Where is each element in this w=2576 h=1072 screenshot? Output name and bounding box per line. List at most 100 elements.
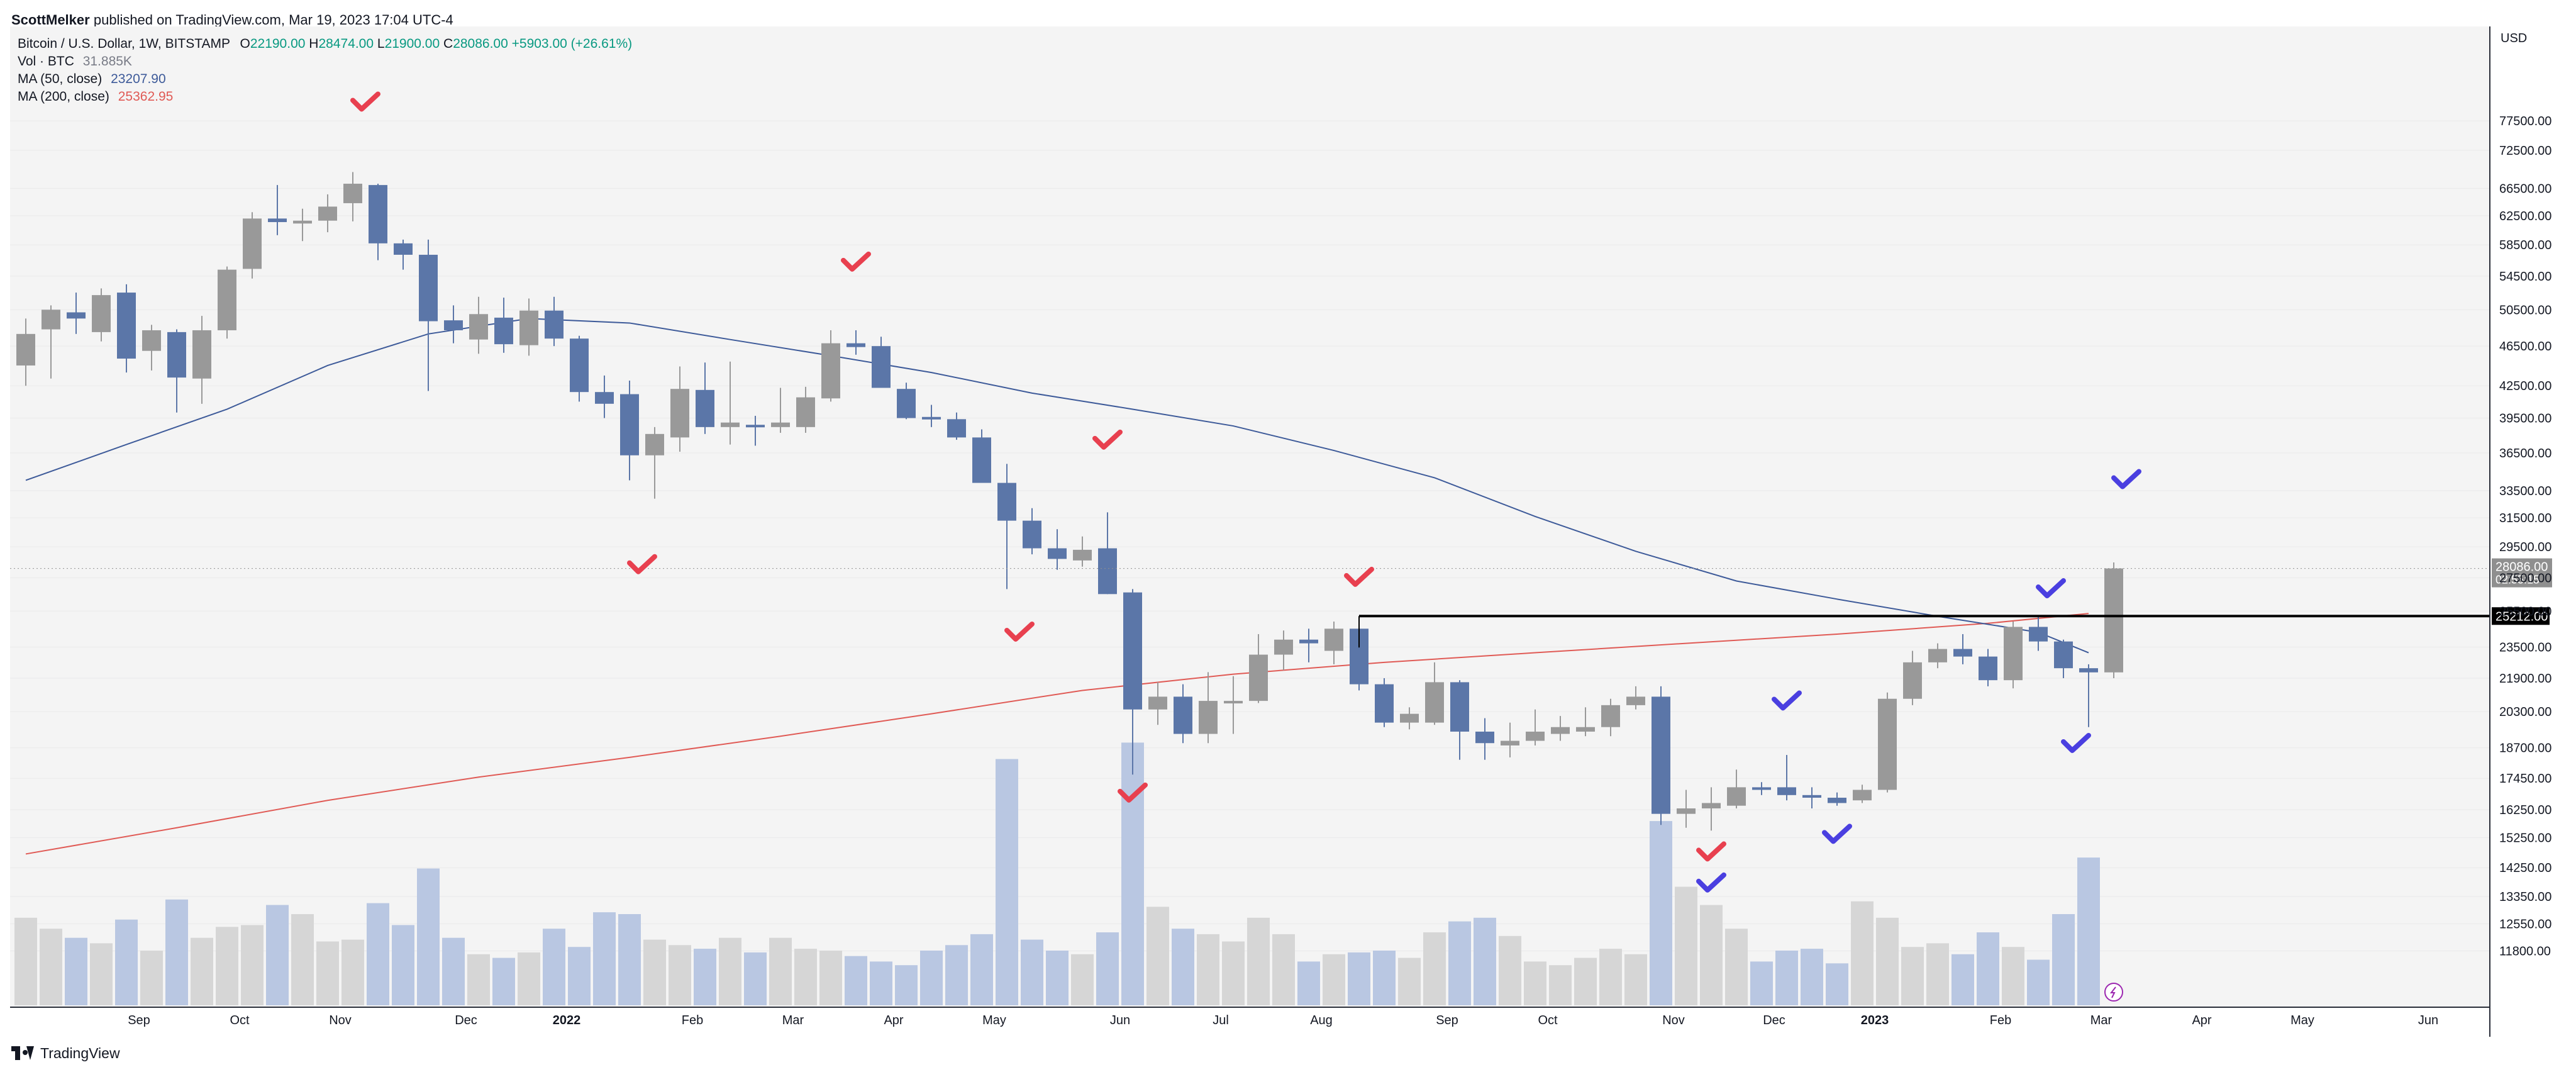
ma200-legend[interactable]: MA (200, close) 25362.95 bbox=[18, 88, 173, 106]
ma50-legend[interactable]: MA (50, close) 23207.90 bbox=[18, 70, 166, 88]
price-gridlines bbox=[10, 120, 2489, 951]
volume-bar bbox=[643, 939, 666, 1005]
candle-body bbox=[696, 389, 714, 427]
volume-bar bbox=[996, 759, 1018, 1005]
candle-body bbox=[16, 333, 35, 366]
x-tick-label: Jun bbox=[1110, 1013, 1130, 1027]
volume-bar bbox=[593, 912, 616, 1005]
candle-body bbox=[1677, 808, 1696, 814]
y-tick-label: 36500.00 bbox=[2499, 447, 2551, 461]
candle-body bbox=[872, 346, 891, 388]
candle-body bbox=[2079, 668, 2098, 673]
volume-bar bbox=[1977, 932, 1999, 1005]
candle-body bbox=[1148, 696, 1167, 710]
ohlc-close-label: C bbox=[443, 36, 453, 51]
volume-bar bbox=[1021, 939, 1043, 1005]
candle-body bbox=[519, 310, 538, 345]
volume-bar bbox=[140, 951, 163, 1005]
volume-bar bbox=[1750, 961, 1773, 1005]
candle-body bbox=[343, 184, 362, 203]
x-tick-label: Sep bbox=[128, 1013, 150, 1027]
footer-brand[interactable]: TradingView bbox=[11, 1042, 120, 1064]
y-tick-label: 14250.00 bbox=[2499, 861, 2551, 875]
candlesticks bbox=[16, 172, 2123, 831]
volume-bar bbox=[392, 925, 414, 1005]
volume-bar bbox=[1901, 947, 1924, 1005]
currency-label[interactable]: USD bbox=[2501, 31, 2528, 45]
candle-body bbox=[1576, 727, 1595, 732]
brand-name: TradingView bbox=[40, 1044, 120, 1061]
volume-bar bbox=[1549, 965, 1572, 1005]
volume-bar bbox=[1222, 941, 1245, 1005]
ma50-value: 23207.90 bbox=[111, 72, 166, 86]
level-price-label: 25212.00 bbox=[2496, 610, 2548, 623]
last-price-countdown: 02:55:15 bbox=[2496, 574, 2540, 586]
volume-bar bbox=[341, 939, 364, 1005]
candle-body bbox=[1551, 727, 1570, 734]
ohlc-low-label: L bbox=[377, 36, 385, 51]
volume-bar bbox=[90, 943, 113, 1005]
ohlc-high-label: H bbox=[309, 36, 319, 51]
ma200-line-group bbox=[25, 613, 2089, 855]
volume-bar bbox=[1951, 954, 1974, 1005]
ohlc-open-value: 22190.00 bbox=[250, 36, 306, 51]
y-tick-label: 17450.00 bbox=[2499, 772, 2551, 786]
red-check-mark-icon bbox=[1004, 621, 1035, 642]
candle-body bbox=[1249, 654, 1268, 701]
y-tick-label: 39500.00 bbox=[2499, 412, 2551, 426]
volume-bar bbox=[819, 951, 842, 1005]
volume-bar bbox=[1121, 742, 1144, 1005]
candle-body bbox=[1652, 696, 1670, 814]
volume-bar bbox=[241, 925, 264, 1005]
volume-bar bbox=[618, 914, 641, 1005]
author-name[interactable]: ScottMelker bbox=[11, 12, 90, 28]
y-tick-label: 72500.00 bbox=[2499, 144, 2551, 158]
volume-bar bbox=[40, 929, 62, 1005]
volume-bar bbox=[1524, 961, 1546, 1005]
candle-body bbox=[1828, 798, 1846, 803]
candle-body bbox=[1299, 639, 1318, 644]
red-check-mark-icon bbox=[1696, 841, 1726, 862]
candle-body bbox=[394, 243, 413, 255]
candle-body bbox=[1048, 548, 1067, 559]
candle-body bbox=[1224, 701, 1243, 704]
x-tick-label: 2023 bbox=[1861, 1013, 1889, 1027]
volume-bar bbox=[14, 917, 37, 1005]
volume-bar bbox=[1398, 958, 1421, 1005]
candle-body bbox=[1324, 628, 1343, 651]
candle-body bbox=[645, 433, 664, 455]
candle-body bbox=[2029, 627, 2048, 642]
x-tick-label: Feb bbox=[682, 1013, 703, 1027]
volume-legend[interactable]: Vol · BTC 31.885K bbox=[18, 53, 132, 70]
candle-body bbox=[1727, 787, 1746, 806]
volume-bar bbox=[191, 937, 213, 1005]
candle-body bbox=[243, 218, 262, 269]
candle-body bbox=[1073, 549, 1092, 561]
candle-body bbox=[1601, 705, 1620, 727]
volume-bar bbox=[794, 949, 817, 1005]
y-tick-label: 31500.00 bbox=[2499, 511, 2551, 525]
red-check-mark-icon bbox=[627, 554, 657, 574]
y-tick-label: 42500.00 bbox=[2499, 379, 2551, 393]
time-axis-divider bbox=[10, 1007, 2490, 1008]
symbol-title[interactable]: Bitcoin / U.S. Dollar, 1W, BITSTAMP bbox=[18, 36, 230, 51]
candle-body bbox=[1123, 592, 1142, 710]
volume-bar bbox=[2027, 959, 2050, 1005]
candle-body bbox=[1475, 731, 1494, 744]
volume-bar bbox=[442, 937, 465, 1005]
candle-body bbox=[494, 317, 513, 345]
candle-body bbox=[897, 389, 916, 418]
candle-body bbox=[1526, 731, 1545, 741]
candle-body bbox=[595, 392, 614, 404]
x-tick-label: Nov bbox=[1662, 1013, 1685, 1027]
candle-body bbox=[821, 343, 840, 399]
publish-header: ScottMelker published on TradingView.com… bbox=[11, 9, 453, 31]
volume-bar bbox=[744, 952, 767, 1005]
x-tick-label: Mar bbox=[2090, 1013, 2112, 1027]
volume-bar bbox=[1046, 951, 1069, 1005]
volume-bar bbox=[1297, 961, 1320, 1005]
blue-check-mark-icon bbox=[2036, 578, 2066, 599]
x-tick-label: Apr bbox=[884, 1013, 903, 1027]
red-check-mark-icon bbox=[350, 91, 380, 112]
